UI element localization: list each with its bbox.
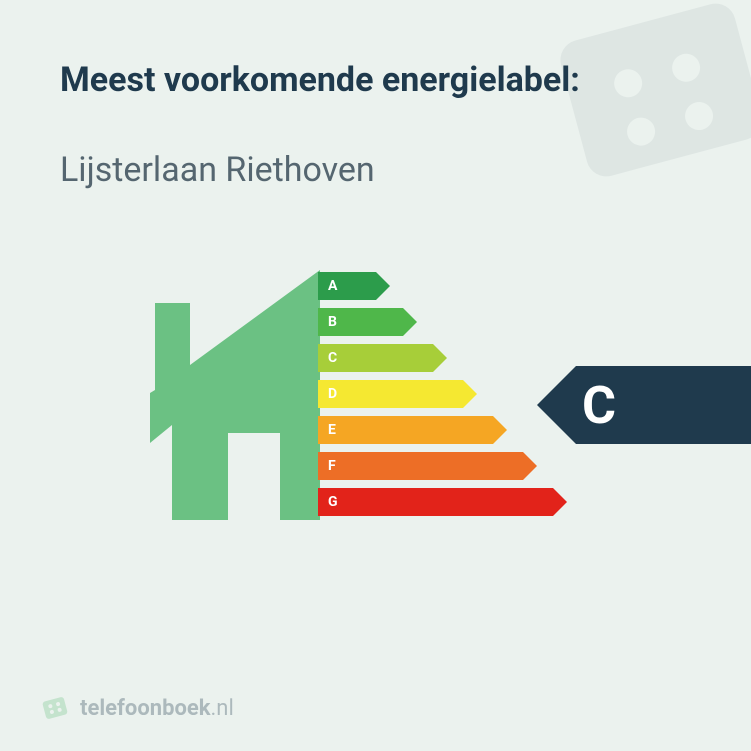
footer-text: telefoonboek.nl: [80, 696, 234, 721]
page-title: Meest voorkomende energielabel:: [60, 60, 691, 100]
bar-shape: A: [318, 272, 376, 300]
house-icon: [150, 270, 320, 520]
footer-brand: telefoonboek.nl: [40, 693, 234, 723]
location-subtitle: Lijsterlaan Riethoven: [60, 150, 691, 190]
bar-shape: E: [318, 416, 493, 444]
energy-bars: ABCDEFG: [318, 270, 553, 520]
badge-body: C: [576, 366, 751, 444]
bar-label: F: [328, 452, 336, 480]
badge-arrow-icon: [537, 366, 576, 444]
footer-brand-light: .nl: [211, 696, 234, 721]
energy-bar-g: G: [318, 486, 553, 518]
energy-bar-e: E: [318, 414, 553, 446]
book-icon: [40, 693, 70, 723]
bar-shape: C: [318, 344, 433, 372]
bar-label: D: [328, 380, 337, 408]
bar-label: A: [328, 272, 337, 300]
energy-bar-b: B: [318, 306, 553, 338]
bar-label: E: [328, 416, 336, 444]
bar-shape: B: [318, 308, 403, 336]
selected-label-badge: C: [537, 366, 751, 444]
energy-bar-a: A: [318, 270, 553, 302]
energy-bar-f: F: [318, 450, 553, 482]
bar-label: C: [328, 344, 337, 372]
bar-label: B: [328, 308, 337, 336]
bar-shape: G: [318, 488, 553, 516]
bar-label: G: [328, 488, 338, 516]
energy-bar-d: D: [318, 378, 553, 410]
footer-brand-bold: telefoonboek: [80, 696, 211, 721]
bar-shape: F: [318, 452, 523, 480]
bar-shape: D: [318, 380, 463, 408]
energy-bar-c: C: [318, 342, 553, 374]
badge-letter: C: [582, 375, 616, 436]
